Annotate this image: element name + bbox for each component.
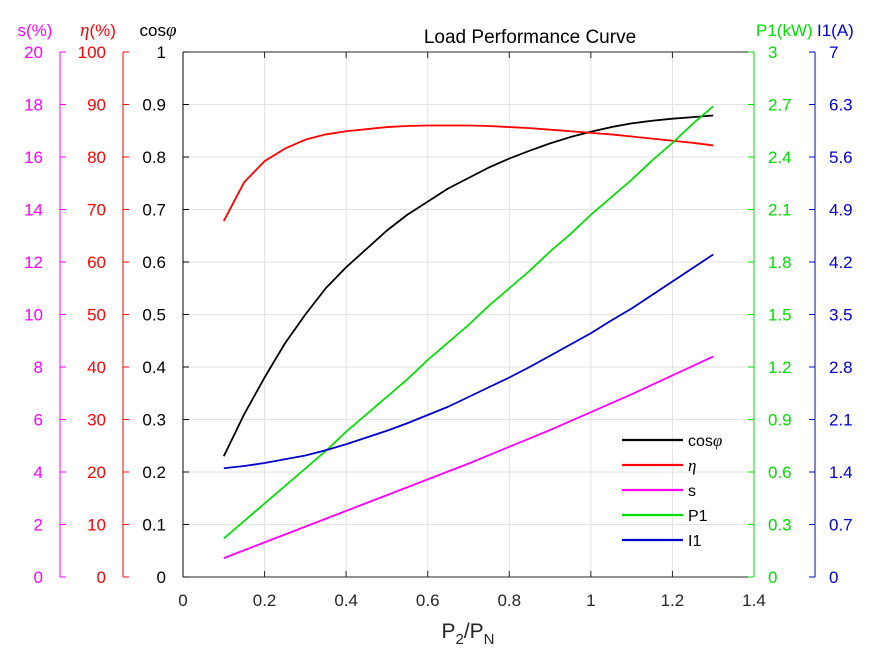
x-tick-label: 0.8 <box>497 591 521 610</box>
cos-tick-label: 0.2 <box>142 463 166 482</box>
p1-tick-label: 2.4 <box>768 148 792 167</box>
p1-tick-label: 2.1 <box>768 201 792 220</box>
s-tick-label: 18 <box>24 96 43 115</box>
x-tick-label: 1 <box>586 591 595 610</box>
eta-tick-label: 70 <box>87 201 106 220</box>
s-axis: 0 2 4 6 8 10 12 14 16 18 20 s(%) <box>18 21 66 587</box>
eta-tick-label: 40 <box>87 358 106 377</box>
i1-tick-label: 2.1 <box>829 411 853 430</box>
legend-item-eta: η <box>622 456 696 475</box>
legend-item-p1: P1 <box>622 508 708 525</box>
eta-tick-label: 10 <box>87 516 106 535</box>
cos-tick-label: 0.4 <box>142 358 166 377</box>
i1-axis: 0 0.7 1.4 2.1 2.8 3.5 4.2 4.9 5.6 6.3 7 I1(A) <box>809 21 854 587</box>
x-tick-label: 0.4 <box>334 591 358 610</box>
s-tick-label: 8 <box>34 358 43 377</box>
s-tick-label: 12 <box>24 253 43 272</box>
eta-tick-label: 90 <box>87 96 106 115</box>
x-tick-label: 0.2 <box>253 591 277 610</box>
eta-tick-label: 0 <box>97 568 106 587</box>
p1-tick-label: 1.8 <box>768 253 792 272</box>
eta-tick-label: 50 <box>87 306 106 325</box>
cos-axis: 0 0.1 0.2 0.3 0.4 0.5 0.6 0.7 0.8 0.9 1 cosφ <box>140 20 189 587</box>
i1-tick-label: 4.2 <box>829 253 853 272</box>
cos-tick-label: 0.7 <box>142 201 166 220</box>
eta-tick-label: 80 <box>87 148 106 167</box>
series-line-s <box>223 355 714 559</box>
eta-tick-label: 30 <box>87 411 106 430</box>
p1-tick-label: 1.2 <box>768 358 792 377</box>
legend-item-cos: cosφ <box>622 431 722 450</box>
cos-tick-label: 0.8 <box>142 148 166 167</box>
x-tick-label: 0.6 <box>416 591 440 610</box>
s-axis-title: s(%) <box>18 21 53 40</box>
p1-axis-title: P1(kW) <box>756 21 813 40</box>
x-tick-label: 0 <box>178 591 187 610</box>
s-tick-label: 16 <box>24 148 43 167</box>
cos-tick-label: 0.9 <box>142 96 166 115</box>
series-line-cos <box>222 114 714 457</box>
cos-tick-label: 0.5 <box>142 306 166 325</box>
s-tick-label: 2 <box>34 516 43 535</box>
legend-label-eta: η <box>688 456 696 475</box>
legend-label-s: s <box>688 483 696 500</box>
p1-tick-label: 2.7 <box>768 96 792 115</box>
cos-tick-label: 0.6 <box>142 253 166 272</box>
cos-tick-label: 1 <box>157 43 166 62</box>
i1-tick-label: 3.5 <box>829 306 853 325</box>
s-tick-label: 10 <box>24 306 43 325</box>
p1-tick-label: 1.5 <box>768 306 792 325</box>
i1-axis-title: I1(A) <box>817 21 854 40</box>
s-tick-label: 6 <box>34 411 43 430</box>
axes-layer: 0 0.2 0.4 0.6 0.8 1 1.2 1.402468101214161820s(%… <box>18 20 854 610</box>
eta-axis-title: η(%) <box>80 20 116 41</box>
i1-tick-label: 6.3 <box>829 96 853 115</box>
p1-axis: 0 0.3 0.6 0.9 1.2 1.5 1.8 2.1 2.4 2.7 3 P1(kW) <box>748 21 813 587</box>
legend: cosφ ηs P1 I1 <box>622 431 722 550</box>
p1-tick-label: 3 <box>768 43 777 62</box>
i1-tick-label: 7 <box>829 43 838 62</box>
x-tick-label: 1.4 <box>742 591 766 610</box>
cos-tick-label: 0.3 <box>142 411 166 430</box>
s-tick-label: 0 <box>34 568 43 587</box>
i1-tick-label: 0.7 <box>829 516 853 535</box>
chart-title: Load Performance Curve <box>424 27 636 48</box>
x-axis-title: P2/PN <box>441 620 494 648</box>
s-tick-label: 20 <box>24 43 43 62</box>
p1-tick-label: 0 <box>768 568 777 587</box>
i1-tick-label: 1.4 <box>829 463 853 482</box>
legend-item-i1: I1 <box>622 533 701 550</box>
legend-item-s: s <box>622 483 696 500</box>
i1-tick-label: 2.8 <box>829 358 853 377</box>
legend-label-cos: cosφ <box>688 431 722 450</box>
p1-tick-label: 0.9 <box>768 411 792 430</box>
s-tick-label: 4 <box>34 463 43 482</box>
legend-label-i1: I1 <box>688 533 701 550</box>
grid-layer <box>182 51 755 578</box>
p1-tick-label: 0.3 <box>768 516 792 535</box>
x-tick-label: 1.2 <box>661 591 685 610</box>
p1-tick-label: 0.6 <box>768 463 792 482</box>
eta-tick-label: 100 <box>78 43 106 62</box>
cos-tick-label: 0 <box>157 568 166 587</box>
series-layer <box>222 105 714 559</box>
eta-tick-label: 20 <box>87 463 106 482</box>
cos-axis-title: cosφ <box>140 20 177 41</box>
legend-label-p1: P1 <box>688 508 708 525</box>
series-line-p1 <box>223 105 714 540</box>
x-axis-label: P2/PN <box>441 620 494 648</box>
series-line-i1 <box>223 253 714 470</box>
i1-tick-label: 5.6 <box>829 148 853 167</box>
eta-tick-label: 60 <box>87 253 106 272</box>
s-tick-label: 14 <box>24 201 43 220</box>
eta-axis: 0 10 20 30 40 50 60 70 80 90 100 η(%) <box>78 20 129 587</box>
i1-tick-label: 4.9 <box>829 201 853 220</box>
i1-tick-label: 0 <box>829 568 838 587</box>
series-line-eta <box>222 124 714 222</box>
cos-tick-label: 0.1 <box>142 516 166 535</box>
